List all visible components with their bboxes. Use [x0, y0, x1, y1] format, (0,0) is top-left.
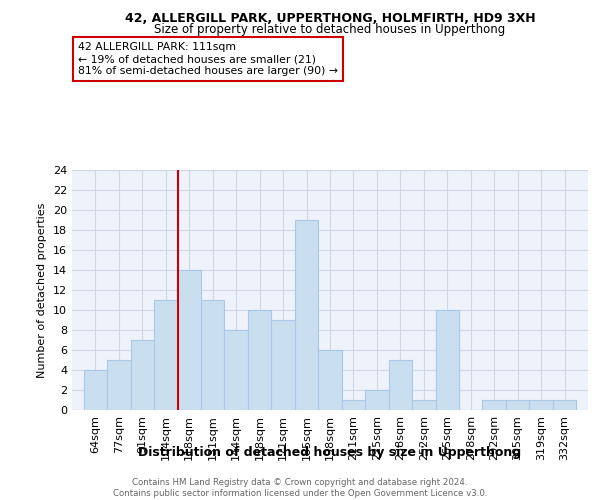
Bar: [529, 400, 553, 410]
Bar: [436, 310, 459, 410]
Bar: [412, 400, 436, 410]
Bar: [224, 330, 248, 410]
Bar: [295, 220, 318, 410]
Text: 42 ALLERGILL PARK: 111sqm
← 19% of detached houses are smaller (21)
81% of semi-: 42 ALLERGILL PARK: 111sqm ← 19% of detac…: [78, 42, 338, 76]
Bar: [271, 320, 295, 410]
Bar: [482, 400, 506, 410]
Bar: [107, 360, 131, 410]
Bar: [389, 360, 412, 410]
Bar: [342, 400, 365, 410]
Bar: [553, 400, 576, 410]
Y-axis label: Number of detached properties: Number of detached properties: [37, 202, 47, 378]
Text: Distribution of detached houses by size in Upperthong: Distribution of detached houses by size …: [139, 446, 521, 459]
Bar: [131, 340, 154, 410]
Bar: [248, 310, 271, 410]
Text: Size of property relative to detached houses in Upperthong: Size of property relative to detached ho…: [154, 22, 506, 36]
Bar: [201, 300, 224, 410]
Text: 42, ALLERGILL PARK, UPPERTHONG, HOLMFIRTH, HD9 3XH: 42, ALLERGILL PARK, UPPERTHONG, HOLMFIRT…: [125, 12, 535, 26]
Bar: [84, 370, 107, 410]
Bar: [365, 390, 389, 410]
Bar: [506, 400, 529, 410]
Bar: [178, 270, 201, 410]
Text: Contains HM Land Registry data © Crown copyright and database right 2024.
Contai: Contains HM Land Registry data © Crown c…: [113, 478, 487, 498]
Bar: [154, 300, 178, 410]
Bar: [318, 350, 342, 410]
